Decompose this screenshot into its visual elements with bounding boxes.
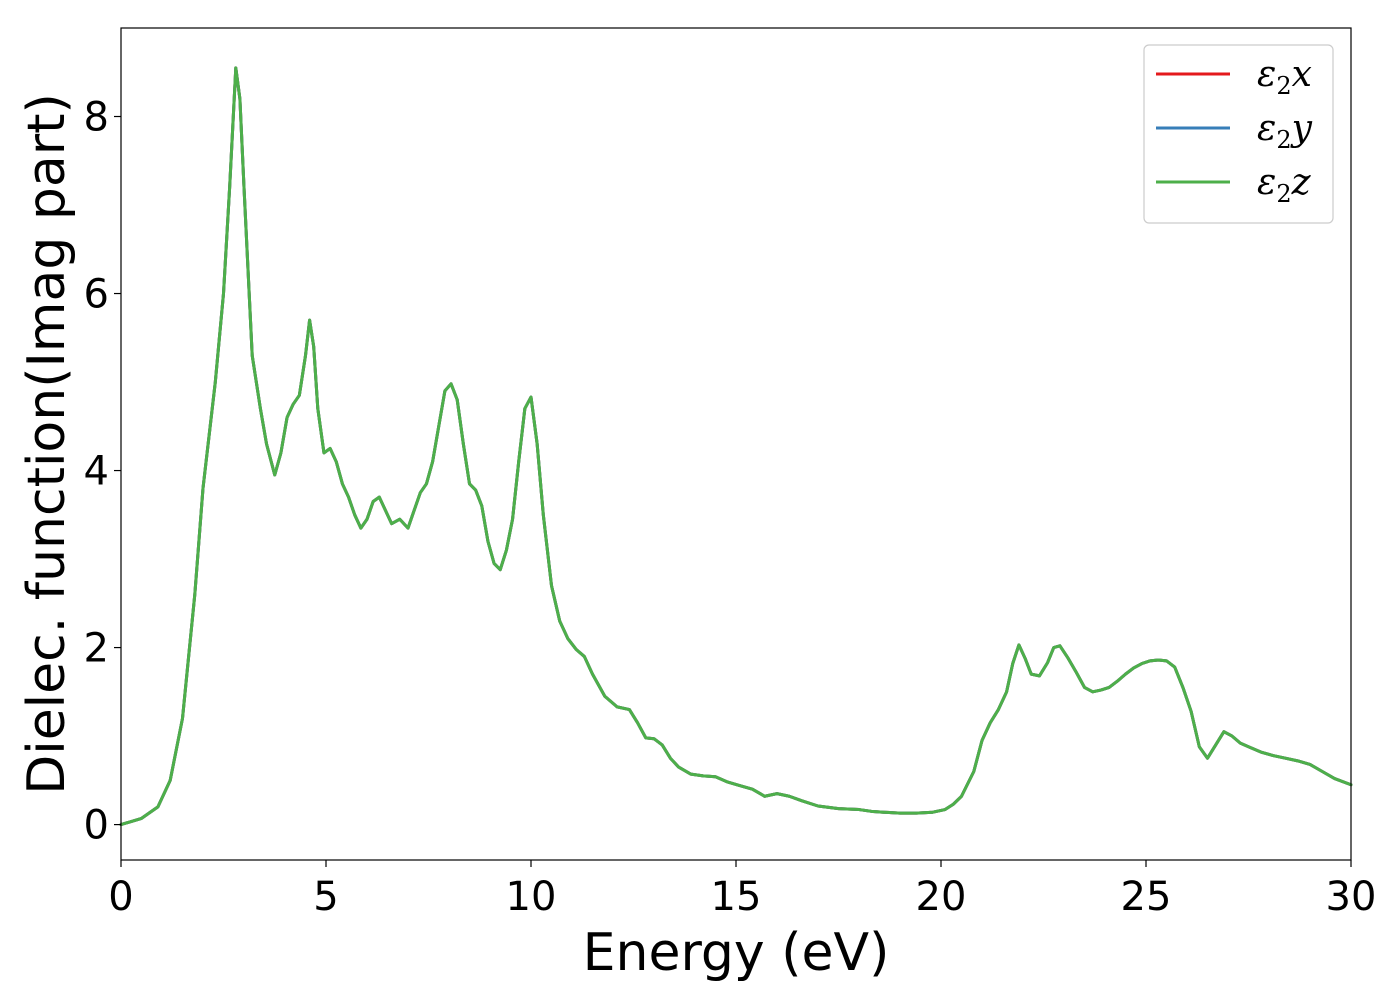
- y-tick-label: 8: [84, 95, 109, 141]
- x-tick-label: 5: [313, 874, 338, 920]
- x-tick-label: 20: [916, 874, 967, 920]
- x-tick-label: 30: [1326, 874, 1377, 920]
- y-tick-label: 2: [84, 626, 109, 672]
- y-axis-ticks: 0 2 4 6 8: [84, 95, 121, 849]
- x-tick-label: 10: [506, 874, 557, 920]
- y-tick-label: 0: [84, 803, 109, 849]
- legend-label: ε2y: [1257, 108, 1313, 154]
- legend-label: ε2z: [1257, 162, 1312, 208]
- y-tick-label: 6: [84, 272, 109, 318]
- x-axis-ticks: 0 5 10 15 20 25 30: [108, 860, 1376, 920]
- y-axis-title: Dielec. function(Imag part): [17, 93, 77, 795]
- x-tick-label: 25: [1121, 874, 1172, 920]
- x-tick-label: 15: [711, 874, 762, 920]
- legend: ε2x ε2y ε2z: [1143, 44, 1334, 224]
- legend-label: ε2x: [1257, 54, 1312, 100]
- legend-box: [1143, 44, 1334, 224]
- series-line-2: [119, 66, 1353, 827]
- series-layer: [119, 66, 1353, 827]
- y-tick-label: 4: [84, 449, 109, 495]
- x-axis-title: Energy (eV): [583, 923, 890, 983]
- x-tick-label: 0: [108, 874, 133, 920]
